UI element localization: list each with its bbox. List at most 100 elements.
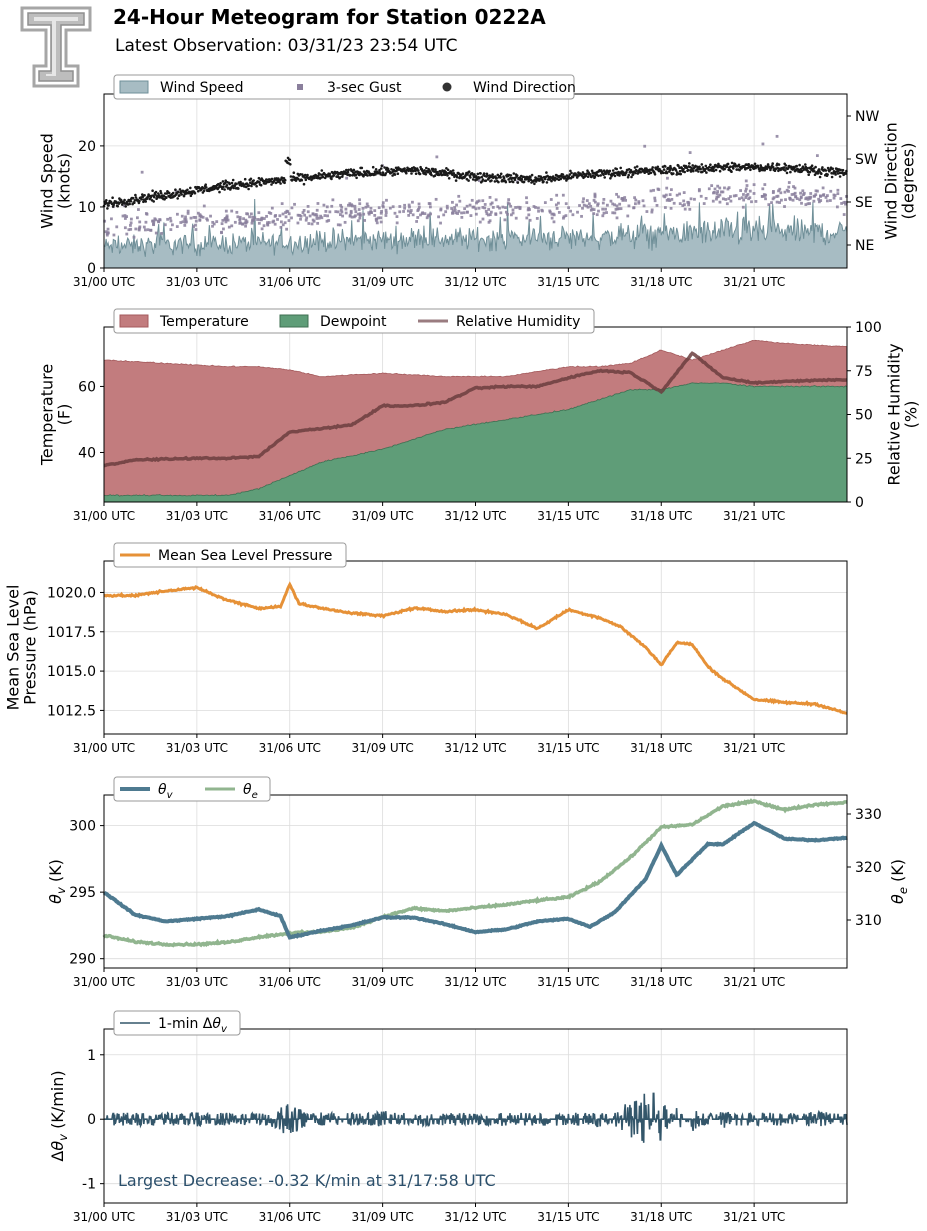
gust-marker <box>362 212 366 216</box>
gust-marker <box>844 202 847 206</box>
gust-marker <box>306 210 310 214</box>
wind-direction-marker <box>607 172 610 176</box>
gust-marker <box>419 213 422 217</box>
gust-marker <box>609 199 613 203</box>
y2-tick-label: 0 <box>855 495 864 511</box>
gust-marker <box>711 199 715 203</box>
gust-marker <box>557 201 560 205</box>
wind-direction-marker <box>569 169 572 173</box>
y-axis-label-line: (degrees) <box>899 143 918 220</box>
wind-direction-marker <box>239 180 242 184</box>
gust-marker <box>615 216 619 220</box>
wind-direction-marker <box>540 176 544 180</box>
wind-direction-marker <box>313 176 316 180</box>
wind-direction-marker <box>249 177 253 181</box>
wind-direction-marker <box>123 198 126 202</box>
legend-label: Temperature <box>159 314 249 330</box>
gust-marker <box>339 213 342 217</box>
university-logo-icon <box>20 6 92 88</box>
gust-marker <box>129 227 133 231</box>
x-tick-label: 31/18 UTC <box>630 509 692 523</box>
gust-marker <box>787 185 791 189</box>
wind-direction-marker <box>320 169 324 172</box>
gust-marker <box>205 217 209 221</box>
gust-marker <box>157 220 161 224</box>
wind-direction-marker <box>227 186 230 190</box>
gust-marker <box>472 205 476 209</box>
gust-marker <box>564 202 568 206</box>
wind-direction-marker <box>497 180 500 184</box>
gust-marker <box>775 134 779 138</box>
gust-marker <box>777 189 780 193</box>
gust-marker <box>211 224 214 228</box>
gust-marker <box>778 187 782 191</box>
wind-direction-marker <box>107 204 110 207</box>
y-tick-label: 0 <box>87 261 96 277</box>
gust-marker <box>198 218 202 222</box>
gust-marker <box>798 198 802 202</box>
gust-marker <box>194 223 197 227</box>
gust-marker <box>144 220 148 224</box>
gust-marker <box>799 191 802 195</box>
gust-marker <box>828 199 832 202</box>
legend-box <box>113 1010 241 1036</box>
dewpoint-area <box>104 382 847 502</box>
gust-marker <box>434 197 438 201</box>
wind-direction-marker <box>292 171 296 174</box>
wind-direction-marker <box>338 176 342 179</box>
gust-marker <box>740 196 744 200</box>
largest-decrease-annotation: Largest Decrease: -0.32 K/min at 31/17:5… <box>118 1171 496 1190</box>
gust-marker <box>445 206 449 210</box>
gust-marker <box>494 198 498 202</box>
wind-direction-marker <box>223 188 226 191</box>
y-axis-label: θv​ (K) <box>46 859 68 904</box>
y2-tick-label: 25 <box>855 451 873 467</box>
gust-marker <box>151 219 155 223</box>
gust-marker <box>784 198 787 202</box>
gust-marker <box>669 206 673 210</box>
wind-direction-marker <box>233 184 237 188</box>
gust-marker <box>345 176 349 180</box>
gust-marker <box>668 193 672 197</box>
gust-marker <box>298 214 301 217</box>
gust-marker <box>354 210 358 214</box>
gust-marker <box>276 218 279 221</box>
wind-direction-marker <box>730 161 734 165</box>
wind-direction-marker <box>630 175 633 179</box>
gust-marker <box>241 222 244 226</box>
wind-direction-marker <box>189 194 193 198</box>
gust-marker <box>319 214 323 218</box>
gust-marker <box>509 213 513 217</box>
gust-marker <box>829 189 833 193</box>
gust-marker <box>273 222 277 226</box>
wind-direction-marker <box>243 177 247 181</box>
gust-marker <box>621 197 625 201</box>
gust-marker <box>715 192 719 196</box>
gust-marker <box>712 191 715 195</box>
gust-marker <box>816 189 819 193</box>
gust-marker <box>262 224 266 228</box>
gust-marker <box>613 211 617 215</box>
gust-marker <box>260 218 263 222</box>
wind-direction-marker <box>250 184 253 188</box>
gust-marker <box>634 202 637 206</box>
gust-marker <box>450 207 454 210</box>
gust-marker <box>632 206 636 209</box>
gust-marker <box>498 206 501 210</box>
x-tick-label: 31/00 UTC <box>73 275 135 289</box>
wind-direction-marker <box>178 194 181 197</box>
gust-marker <box>391 205 395 209</box>
gust-marker <box>458 199 462 203</box>
gust-marker <box>704 196 708 200</box>
wind-direction-marker <box>247 184 251 187</box>
gust-marker <box>103 219 107 223</box>
gust-marker <box>411 213 415 217</box>
dtheta-line <box>104 1092 848 1143</box>
gust-marker <box>802 191 806 195</box>
wind-direction-marker <box>105 199 108 202</box>
wind-direction-marker <box>490 179 493 182</box>
gust-marker <box>351 204 354 208</box>
wind-direction-marker <box>294 179 298 182</box>
gust-marker <box>702 202 706 205</box>
wind-direction-marker <box>289 175 293 178</box>
